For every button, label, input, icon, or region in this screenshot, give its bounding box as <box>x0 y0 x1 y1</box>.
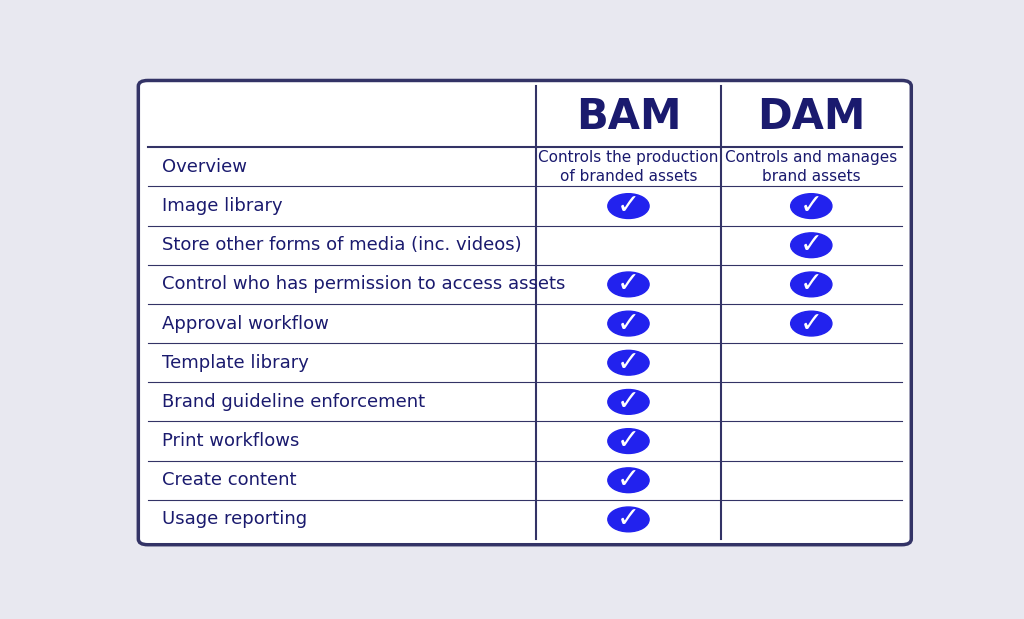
Text: DAM: DAM <box>757 96 865 138</box>
Text: Print workflows: Print workflows <box>162 432 299 450</box>
Circle shape <box>608 350 649 375</box>
Text: ✓: ✓ <box>616 388 640 416</box>
Text: ✓: ✓ <box>800 310 823 337</box>
Text: ✓: ✓ <box>616 466 640 494</box>
Circle shape <box>608 468 649 493</box>
Circle shape <box>608 311 649 336</box>
Text: ✓: ✓ <box>616 348 640 377</box>
Circle shape <box>608 272 649 297</box>
Text: ✓: ✓ <box>616 505 640 534</box>
Text: ✓: ✓ <box>616 310 640 337</box>
Circle shape <box>608 389 649 414</box>
Text: ✓: ✓ <box>800 232 823 259</box>
Text: BAM: BAM <box>575 96 681 138</box>
Circle shape <box>608 194 649 219</box>
Text: ✓: ✓ <box>616 192 640 220</box>
Text: ✓: ✓ <box>800 271 823 298</box>
FancyBboxPatch shape <box>138 80 911 545</box>
Text: ✓: ✓ <box>616 271 640 298</box>
Text: Create content: Create content <box>162 471 297 489</box>
Text: Approval workflow: Approval workflow <box>162 314 329 332</box>
Text: Brand guideline enforcement: Brand guideline enforcement <box>162 393 425 411</box>
Circle shape <box>791 233 831 258</box>
Text: Template library: Template library <box>162 353 309 372</box>
Text: Controls the production
of branded assets: Controls the production of branded asset… <box>539 150 719 184</box>
Text: Usage reporting: Usage reporting <box>162 511 307 529</box>
Text: Controls and manages
brand assets: Controls and manages brand assets <box>725 150 897 184</box>
Text: Store other forms of media (inc. videos): Store other forms of media (inc. videos) <box>162 236 522 254</box>
Circle shape <box>791 311 831 336</box>
Text: Control who has permission to access assets: Control who has permission to access ass… <box>162 275 565 293</box>
Circle shape <box>608 429 649 454</box>
Circle shape <box>791 272 831 297</box>
Text: ✓: ✓ <box>616 427 640 455</box>
Text: Image library: Image library <box>162 197 283 215</box>
Circle shape <box>608 507 649 532</box>
Text: Overview: Overview <box>162 158 247 176</box>
Text: ✓: ✓ <box>800 192 823 220</box>
Circle shape <box>791 194 831 219</box>
